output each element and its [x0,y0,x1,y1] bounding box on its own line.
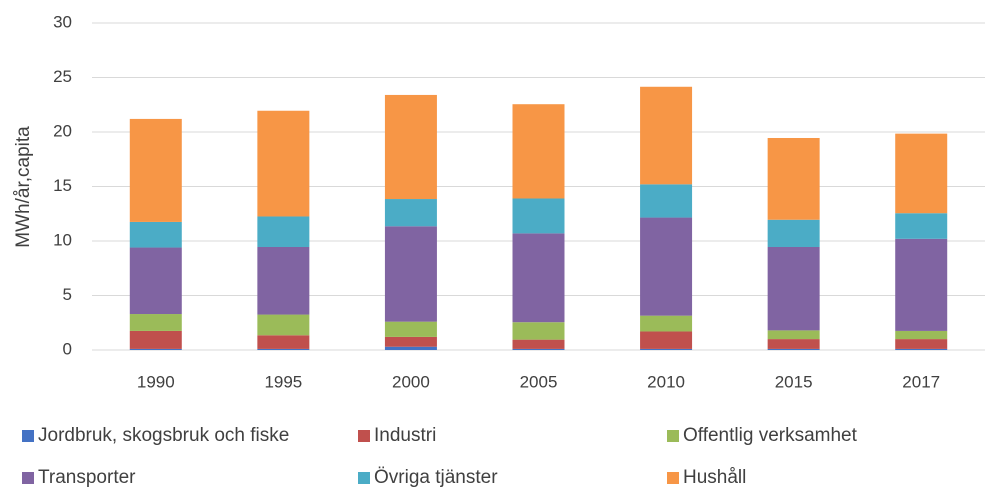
bar-segment [129,221,182,248]
legend-label: Offentlig verksamhet [683,425,858,446]
bar-segment [895,348,948,350]
bar-segment [257,216,310,247]
legend-swatch [22,430,34,442]
bar-segment [384,321,437,337]
bar-segment [767,246,820,331]
legend-label: Industri [374,425,436,446]
x-tick-label: 2017 [902,372,940,391]
bar-segment [129,118,182,222]
bar-segment [257,348,310,350]
bar-segment [640,348,693,350]
bar-segment [640,184,693,218]
bar-segment [129,247,182,315]
x-tick-label: 2000 [392,372,430,391]
y-tick-label: 20 [53,121,72,140]
bar-segment [895,330,948,340]
x-tick-label: 2010 [647,372,685,391]
bar-segment [767,348,820,350]
bar-segment [512,339,565,349]
y-tick-label: 10 [53,230,72,249]
bar-segment [512,348,565,350]
bar-segment [767,219,820,247]
bar-segment [129,314,182,331]
bar-segment [767,137,820,220]
y-tick-label: 15 [53,176,72,195]
bar-segment [257,110,310,217]
bar-segment [640,315,693,332]
legend-label: Jordbruk, skogsbruk och fiske [38,425,289,446]
bar-segment [129,330,182,349]
legend-swatch [667,472,679,484]
x-tick-label: 2015 [775,372,813,391]
x-tick-label: 1990 [137,372,175,391]
bar-segment [257,314,310,336]
bar-segment [512,322,565,340]
bar-segment [384,336,437,347]
legend-swatch [22,472,34,484]
bar-segment [384,346,437,350]
x-tick-label: 1995 [264,372,302,391]
bar-segment [512,104,565,199]
bar-segment [512,198,565,234]
legend-swatch [667,430,679,442]
y-tick-label: 30 [53,12,72,31]
bar-segment [129,348,182,350]
bar-segment [895,238,948,331]
bar-segment [257,335,310,349]
bar-segment [384,94,437,200]
bar-segment [384,199,437,227]
bar-segment [895,133,948,214]
y-tick-label: 0 [63,339,72,358]
bar-segment [767,339,820,349]
legend-label: Övriga tjänster [374,467,498,488]
y-tick-label: 25 [53,67,72,86]
bar-segment [384,226,437,322]
x-tick-label: 2005 [520,372,558,391]
bar-segment [512,233,565,323]
bar-segment [640,331,693,349]
bar-segment [257,246,310,315]
bar-segment [895,339,948,349]
legend-label: Transporter [38,467,136,488]
y-axis-label: MWh/år,capita [13,126,34,248]
legend-swatch [358,430,370,442]
y-tick-label: 5 [63,285,72,304]
bar-segment [640,217,693,316]
bar-segment [640,86,693,185]
legend-swatch [358,472,370,484]
legend-label: Hushåll [683,467,746,488]
bar-segment [895,213,948,239]
bar-segment [767,330,820,340]
